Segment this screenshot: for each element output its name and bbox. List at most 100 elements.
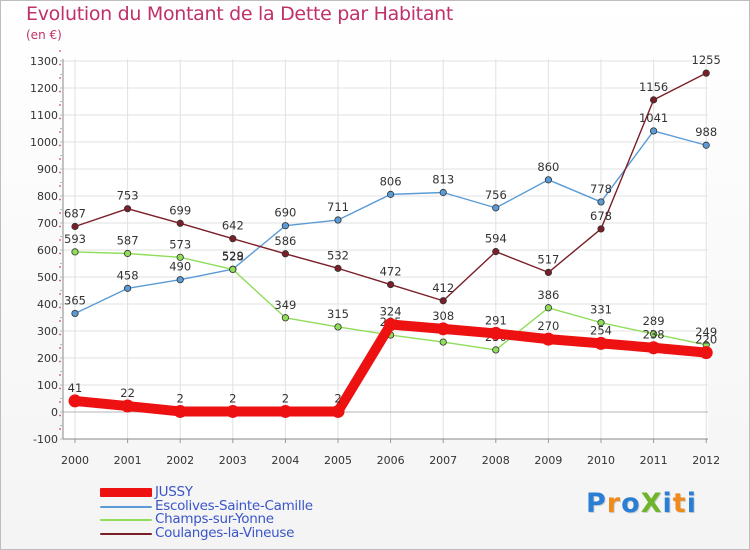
chart-unit-label: (en €) [26, 28, 62, 42]
x-tick-label: 2001 [114, 454, 142, 467]
y-edge-dot [59, 104, 61, 106]
data-label: 220 [695, 333, 717, 347]
data-label: 386 [537, 288, 559, 302]
data-label: 711 [327, 200, 349, 214]
x-tick-label: 2012 [692, 454, 720, 467]
data-label: 412 [432, 281, 454, 295]
data-label: 573 [169, 237, 191, 251]
y-tick-label: 500 [37, 271, 58, 284]
y-tick-label: 0 [51, 406, 58, 419]
data-point [647, 341, 661, 355]
y-tick-label: 100 [37, 379, 58, 392]
data-label: 593 [64, 232, 86, 246]
data-point [439, 338, 447, 346]
data-point [281, 250, 289, 258]
legend-item: JUSSY [100, 484, 360, 500]
data-label: 289 [643, 314, 665, 328]
data-label: 517 [537, 252, 559, 266]
data-label: 291 [485, 313, 507, 327]
y-edge-dot [59, 401, 61, 403]
data-point [439, 188, 447, 197]
data-point [544, 304, 553, 312]
data-label: 587 [117, 234, 139, 248]
data-point [386, 280, 395, 289]
data-label: 1255 [692, 53, 721, 67]
data-point [492, 248, 500, 256]
data-point [334, 323, 342, 331]
y-tick-label: 300 [37, 325, 58, 338]
data-point [492, 204, 500, 212]
y-edge-dot [59, 387, 61, 390]
x-tick-label: 2002 [166, 454, 194, 467]
legend-item: Coulanges-la-Vineuse [100, 525, 360, 541]
series-coulanges-la-vineuse: 687 753 699 642 586 532 472 412 594 517 678 1156 125… [64, 53, 721, 305]
data-point [597, 225, 605, 233]
y-edge-dot [59, 185, 61, 187]
y-tick-label: 800 [37, 190, 58, 203]
data-point [124, 249, 132, 258]
data-label: 778 [590, 182, 612, 196]
plot-area [63, 59, 708, 439]
x-tick-label: 2004 [271, 454, 299, 467]
data-label: 806 [380, 174, 402, 188]
data-point [334, 216, 342, 224]
data-point [173, 404, 187, 418]
legend-label: Champs-sur-Yonne [155, 511, 274, 527]
y-edge-dot [59, 333, 61, 336]
legend-swatch [100, 488, 152, 497]
data-point [544, 176, 553, 184]
data-label: 315 [327, 307, 349, 321]
data-point [597, 319, 605, 327]
legend-item: Escolives-Sainte-Camille [100, 498, 360, 514]
data-point [594, 336, 608, 350]
data-point [71, 248, 79, 256]
data-label: 22 [120, 386, 135, 400]
y-edge-dot [59, 279, 61, 282]
y-tick-label: 1000 [30, 136, 58, 149]
data-point [176, 276, 184, 284]
y-edge-dot [59, 50, 61, 52]
y-tick-label: 200 [37, 352, 58, 365]
x-tick-label: 2010 [587, 454, 615, 467]
y-tick-label: 900 [37, 163, 58, 176]
data-point [492, 346, 500, 354]
y-edge-dot [59, 293, 61, 295]
data-label: 2 [229, 391, 236, 405]
y-edge-dot [59, 225, 61, 228]
data-label: 41 [68, 381, 83, 395]
x-tick-label: 2003 [219, 454, 247, 467]
data-label: 594 [485, 232, 507, 246]
data-label: 687 [64, 207, 86, 221]
y-edge-dot [59, 428, 61, 430]
y-tick-label: -100 [33, 433, 58, 446]
chart-title: Evolution du Montant de la Dette par Hab… [26, 3, 454, 25]
data-point [71, 222, 79, 231]
data-label: 2 [177, 391, 184, 405]
data-label: 678 [590, 209, 612, 223]
data-point [489, 326, 503, 340]
data-label: 529 [222, 249, 244, 263]
data-label: 331 [590, 303, 612, 317]
data-label: 458 [117, 268, 139, 282]
data-point [436, 322, 450, 336]
y-edge-dot [59, 374, 61, 376]
data-label: 528 [222, 249, 244, 263]
data-label: 365 [64, 293, 86, 307]
data-label: 1156 [639, 80, 668, 94]
data-point [649, 127, 658, 135]
x-tick-label: 2006 [377, 454, 405, 467]
y-edge-dot [59, 239, 61, 241]
x-tick-label: 2008 [482, 454, 510, 467]
data-point [597, 198, 605, 206]
data-point [121, 399, 135, 413]
y-edge-dot [59, 63, 61, 66]
y-edge-dot [59, 360, 61, 363]
legend-label: JUSSY [155, 484, 193, 500]
y-tick-label: 700 [37, 217, 58, 230]
y-edge-dot [59, 131, 61, 133]
y-tick-label: 1100 [30, 109, 58, 122]
y-edge-dot [59, 117, 61, 120]
y-edge-dot [59, 266, 61, 268]
data-label: 988 [695, 125, 717, 139]
